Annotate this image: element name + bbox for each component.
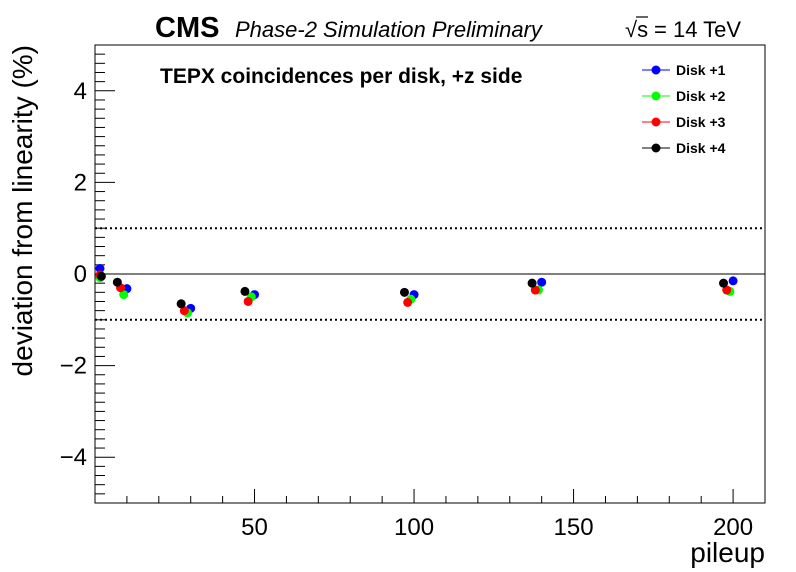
data-point xyxy=(179,306,189,316)
data-point xyxy=(119,290,129,300)
data-point xyxy=(96,271,106,281)
legend-marker xyxy=(651,65,661,75)
data-point xyxy=(243,296,253,306)
data-point xyxy=(112,277,122,287)
data-point xyxy=(728,276,738,286)
legend-marker xyxy=(651,91,661,101)
x-axis-title: pileup xyxy=(690,537,765,568)
data-point xyxy=(176,299,186,309)
y-tick-label: 4 xyxy=(74,78,87,105)
data-point xyxy=(403,297,413,307)
data-markers xyxy=(95,264,738,318)
legend-label: Disk +2 xyxy=(676,88,726,104)
data-point xyxy=(537,277,547,287)
data-point xyxy=(527,278,537,288)
y-tick-label: −2 xyxy=(60,353,87,380)
y-tick-label: 2 xyxy=(74,169,87,196)
y-axis-ticks: −4 −2 0 2 4 xyxy=(60,44,115,504)
legend-label: Disk +3 xyxy=(676,114,726,130)
chart-title: TEPX coincidences per disk, +z side xyxy=(160,65,522,88)
reference-lines xyxy=(95,227,765,321)
data-point xyxy=(530,285,540,295)
x-tick-label: 100 xyxy=(394,514,434,541)
x-tick-label: 200 xyxy=(713,514,753,541)
legend: Disk +1 Disk +2 Disk +3 Disk +4 xyxy=(642,62,726,156)
data-point xyxy=(240,286,250,296)
energy-sqrt: √s xyxy=(625,17,648,42)
data-point xyxy=(95,264,105,274)
data-point xyxy=(719,278,729,288)
y-axis-title: deviation from linearity (%) xyxy=(7,45,38,376)
y-tick-label: −4 xyxy=(60,444,87,471)
energy-label: = 14 TeV xyxy=(654,17,741,42)
x-tick-label: 150 xyxy=(554,514,594,541)
legend-label: Disk +1 xyxy=(676,62,726,78)
legend-marker xyxy=(651,117,661,127)
legend-label: Disk +4 xyxy=(676,140,726,156)
legend-marker xyxy=(651,143,661,153)
cms-label: CMS xyxy=(155,12,219,44)
data-point xyxy=(722,285,732,295)
x-axis-ticks: 50 100 150 200 xyxy=(126,489,766,541)
x-tick-label: 50 xyxy=(241,514,268,541)
y-tick-label: 0 xyxy=(74,261,87,288)
cms-subtitle: Phase-2 Simulation Preliminary xyxy=(235,17,544,42)
data-point xyxy=(399,287,409,297)
